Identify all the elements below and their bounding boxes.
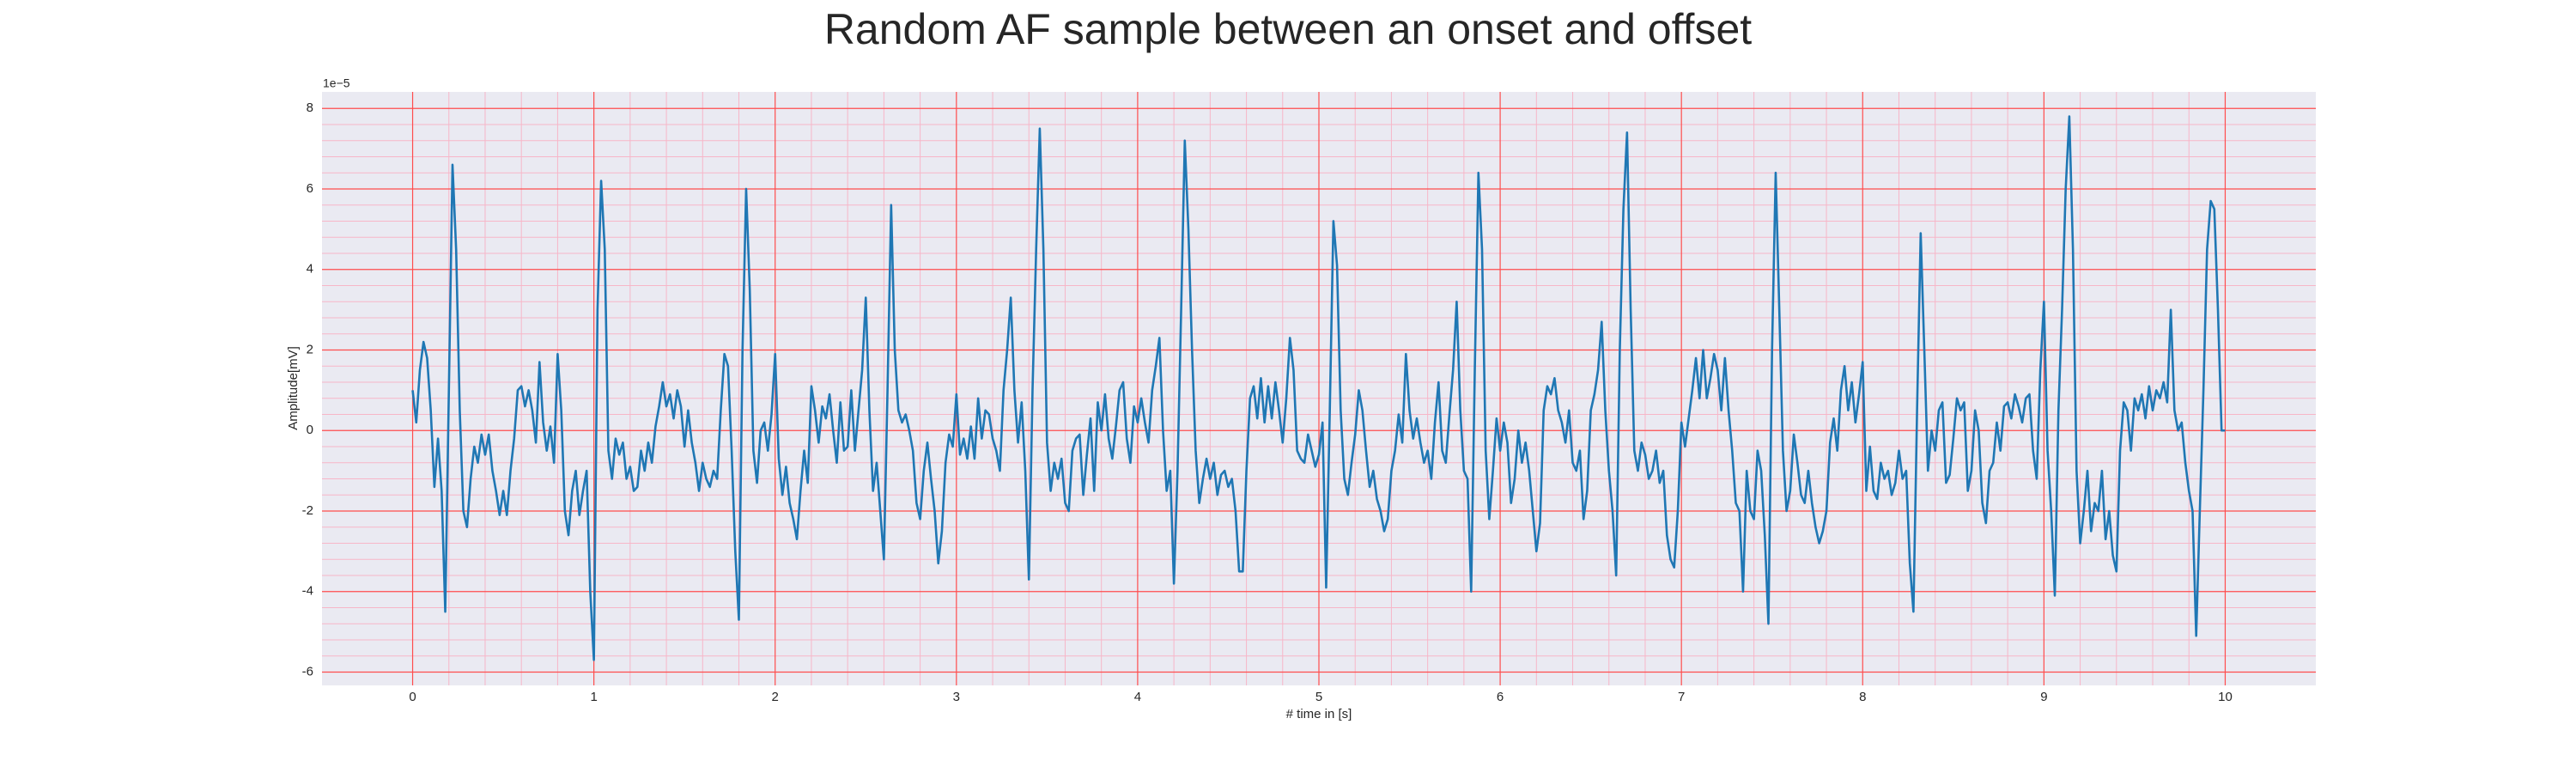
y-axis-label: Amplitude[mV] (286, 346, 301, 430)
x-tick-label: 6 (1497, 690, 1504, 704)
x-tick-label: 8 (1859, 690, 1866, 704)
y-tick-label: 8 (307, 100, 313, 115)
y-offset-label: 1e−5 (323, 76, 350, 90)
x-tick-label: 5 (1315, 690, 1322, 704)
y-tick-label: -6 (302, 664, 313, 679)
x-tick-label: 10 (2218, 690, 2233, 704)
signal-line (411, 115, 2226, 661)
y-tick-label: 2 (307, 342, 313, 356)
x-tick-label: 0 (409, 690, 416, 704)
chart-title: Random AF sample between an onset and of… (824, 5, 1752, 53)
y-tick-label: 6 (307, 181, 313, 196)
x-axis-label: # time in [s] (1286, 707, 1352, 721)
x-tick-label: 9 (2040, 690, 2047, 704)
x-tick-label: 1 (590, 690, 597, 704)
y-tick-label: -4 (302, 584, 313, 599)
x-tick-label: 3 (953, 690, 960, 704)
y-tick-label: -2 (302, 503, 313, 518)
y-tick-label: 4 (307, 262, 313, 277)
x-tick-label: 4 (1134, 690, 1141, 704)
x-tick-label: 7 (1678, 690, 1685, 704)
y-tick-label: 0 (307, 423, 313, 437)
x-tick-label: 2 (772, 690, 779, 704)
